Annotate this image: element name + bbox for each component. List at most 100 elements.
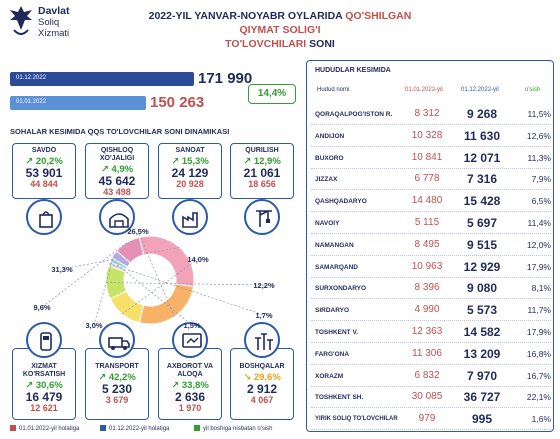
donut-slice	[105, 265, 128, 300]
region-value-end: 7 970	[466, 368, 498, 383]
table-row: SIRDARYO 4 990 5 573 11,7%	[311, 301, 551, 322]
table-row: TOSHKENT V. 12 363 14 582 17,9%	[311, 323, 551, 343]
donut-slice-label: 3,0%	[85, 321, 102, 330]
region-value-end: 9 080	[466, 281, 498, 296]
region-value-end: 11 630	[463, 128, 501, 143]
table-row: QASHQADARYO 14 480 15 428 6,5%	[311, 192, 551, 213]
sector-card: BOSHQALAR ↘ 29,6% 2 912 4 067	[230, 348, 294, 420]
sector-card: QISHLOQ XO'JALIGI ↗ 4,9% 45 642 43 498	[85, 143, 149, 199]
sector-growth: ↗ 42,2%	[86, 372, 148, 383]
sector-value-end: 24 129	[171, 166, 209, 180]
sector-growth-value: 33,8%	[181, 380, 209, 391]
trend-arrow-icon: ↗	[243, 156, 254, 167]
summary-bar-current-date: 01.12.2022	[16, 75, 47, 81]
region-value-start: 8 312	[414, 108, 440, 119]
row-divider	[311, 254, 551, 256]
region-value-end: 5 573	[466, 303, 498, 318]
sector-name: XIZMAT KO'RSATISH	[22, 363, 66, 378]
region-name: YIRIK SOLIQ TO'LOVCHILAR	[315, 416, 398, 423]
table-row: TOSHKENT SH. 30 085 36 727 22,1%	[311, 388, 551, 409]
sector-card: QURILISH ↗ 12,9% 21 061 18 656	[230, 143, 294, 199]
row-divider	[311, 211, 551, 213]
sector-value-start: 44 844	[30, 179, 58, 189]
title-part1: 2022-YIL YANVAR-NOYABR OYLARIDA	[148, 10, 346, 22]
sector-value-start: 43 498	[103, 187, 131, 197]
trend-arrow-icon: ↗	[25, 380, 36, 391]
sector-value-end: 21 061	[243, 166, 281, 180]
summary-bar-current-value: 171 990	[198, 70, 253, 87]
summary-bar-current: 01.12.2022	[10, 72, 194, 86]
donut-slice	[111, 250, 132, 268]
region-growth: 12,0%	[526, 239, 551, 250]
sector-name: TRANSPORT	[95, 363, 139, 370]
row-divider	[311, 342, 551, 343]
region-name: SURXONDARYO	[315, 285, 367, 293]
region-value-end: 13 209	[463, 346, 501, 361]
sector-value-start: 20 928	[176, 179, 204, 189]
table-row: SURXONDARYO 8 396 9 080 8,1%	[311, 279, 551, 300]
legend-label-end: 01.12.2022-yil holatiga	[109, 426, 170, 432]
region-name: TOSHKENT SH.	[315, 394, 364, 402]
sector-card: SAVDO ↗ 20,2% 53 901 44 844	[12, 143, 76, 199]
region-growth: 6,5%	[531, 196, 551, 207]
legend-item-growth: yil boshiga nisbatan o'sish	[194, 425, 273, 432]
region-value-start: 14 480	[411, 195, 443, 207]
region-growth: 17,9%	[526, 261, 551, 272]
region-growth: 7,9%	[531, 174, 551, 185]
sector-value-end: 5 230	[101, 382, 133, 396]
crane-icon	[244, 199, 280, 235]
tools-icon	[244, 322, 280, 358]
region-value-start: 12 363	[411, 326, 443, 337]
region-growth: 17,9%	[526, 327, 551, 337]
sector-growth: ↘ 29,6%	[231, 372, 293, 383]
donut-leader-line	[137, 230, 175, 317]
summary-growth-badge: 14,4%	[248, 84, 296, 104]
sector-growth-value: 12,9%	[253, 156, 281, 167]
table-row: XORAZM 6 832 7 970 16,7%	[311, 367, 551, 387]
sector-card: TRANSPORT ↗ 42,2% 5 230 3 679	[85, 348, 149, 420]
region-value-start: 30 085	[411, 391, 443, 403]
region-value-start: 979	[418, 413, 436, 425]
donut-leader-line	[41, 242, 128, 308]
donut-slice-label: 31,3%	[51, 265, 73, 274]
title-part2: QO'SHILGAN QIYMAT SOLIG'I	[239, 10, 412, 36]
region-name: ANDIJON	[315, 132, 345, 140]
sector-value-end: 53 901	[25, 166, 63, 180]
sector-growth: ↗ 30,6%	[13, 380, 75, 391]
sector-growth-value: 29,6%	[253, 372, 281, 383]
region-value-end: 12 071	[463, 150, 501, 165]
region-name: NAVOIY	[315, 220, 340, 227]
region-value-start: 11 306	[412, 347, 442, 359]
region-growth: 11,5%	[527, 109, 551, 119]
sector-value-start: 1 970	[178, 403, 202, 413]
sector-growth-value: 4,9%	[111, 164, 134, 175]
sector-name: SAVDO	[31, 147, 57, 154]
section-title: SOHALAR KESIMIDA QQS TO'LOVCHILAR SONI D…	[10, 127, 230, 136]
table-row: ANDIJON 10 328 11 630 12,6%	[311, 127, 551, 147]
region-value-start: 8 396	[414, 282, 440, 294]
factory-icon	[172, 199, 208, 235]
sector-card: XIZMAT KO'RSATISH ↗ 30,6% 16 479 12 621	[12, 348, 76, 420]
trend-arrow-icon: ↗	[171, 380, 182, 391]
sector-name: AXBOROT VA ALOQA	[166, 363, 214, 378]
sector-growth: ↗ 20,2%	[13, 156, 75, 167]
fuel-pump-icon	[26, 322, 62, 358]
summary-bar-start-value: 150 263	[150, 94, 205, 111]
shopping-bag-icon	[26, 199, 62, 235]
region-value-end: 14 582	[463, 325, 501, 339]
sector-growth-value: 15,3%	[181, 156, 209, 167]
sector-growth: ↗ 15,3%	[159, 156, 221, 167]
region-growth: 16,7%	[526, 370, 551, 381]
sector-value-start: 4 067	[250, 395, 274, 405]
legend-swatch-end	[100, 425, 106, 431]
region-growth: 22,1%	[526, 392, 551, 403]
region-value-start: 5 115	[414, 217, 440, 228]
region-name: QORAQALPOG'ISTON R.	[315, 111, 393, 118]
region-value-end: 7 316	[466, 172, 498, 187]
summary-bars: 01.12.2022 171 990 01.01.2022 150 263 14…	[10, 60, 296, 120]
region-growth: 12,6%	[526, 130, 551, 141]
legend-swatch-growth	[194, 425, 200, 431]
regions-table: HUDUDLAR KESIMIDA Hudud nomi 01.01.2022-…	[306, 60, 554, 432]
table-row: JIZZAX 6 778 7 316 7,9%	[311, 170, 551, 191]
row-divider	[311, 320, 551, 322]
